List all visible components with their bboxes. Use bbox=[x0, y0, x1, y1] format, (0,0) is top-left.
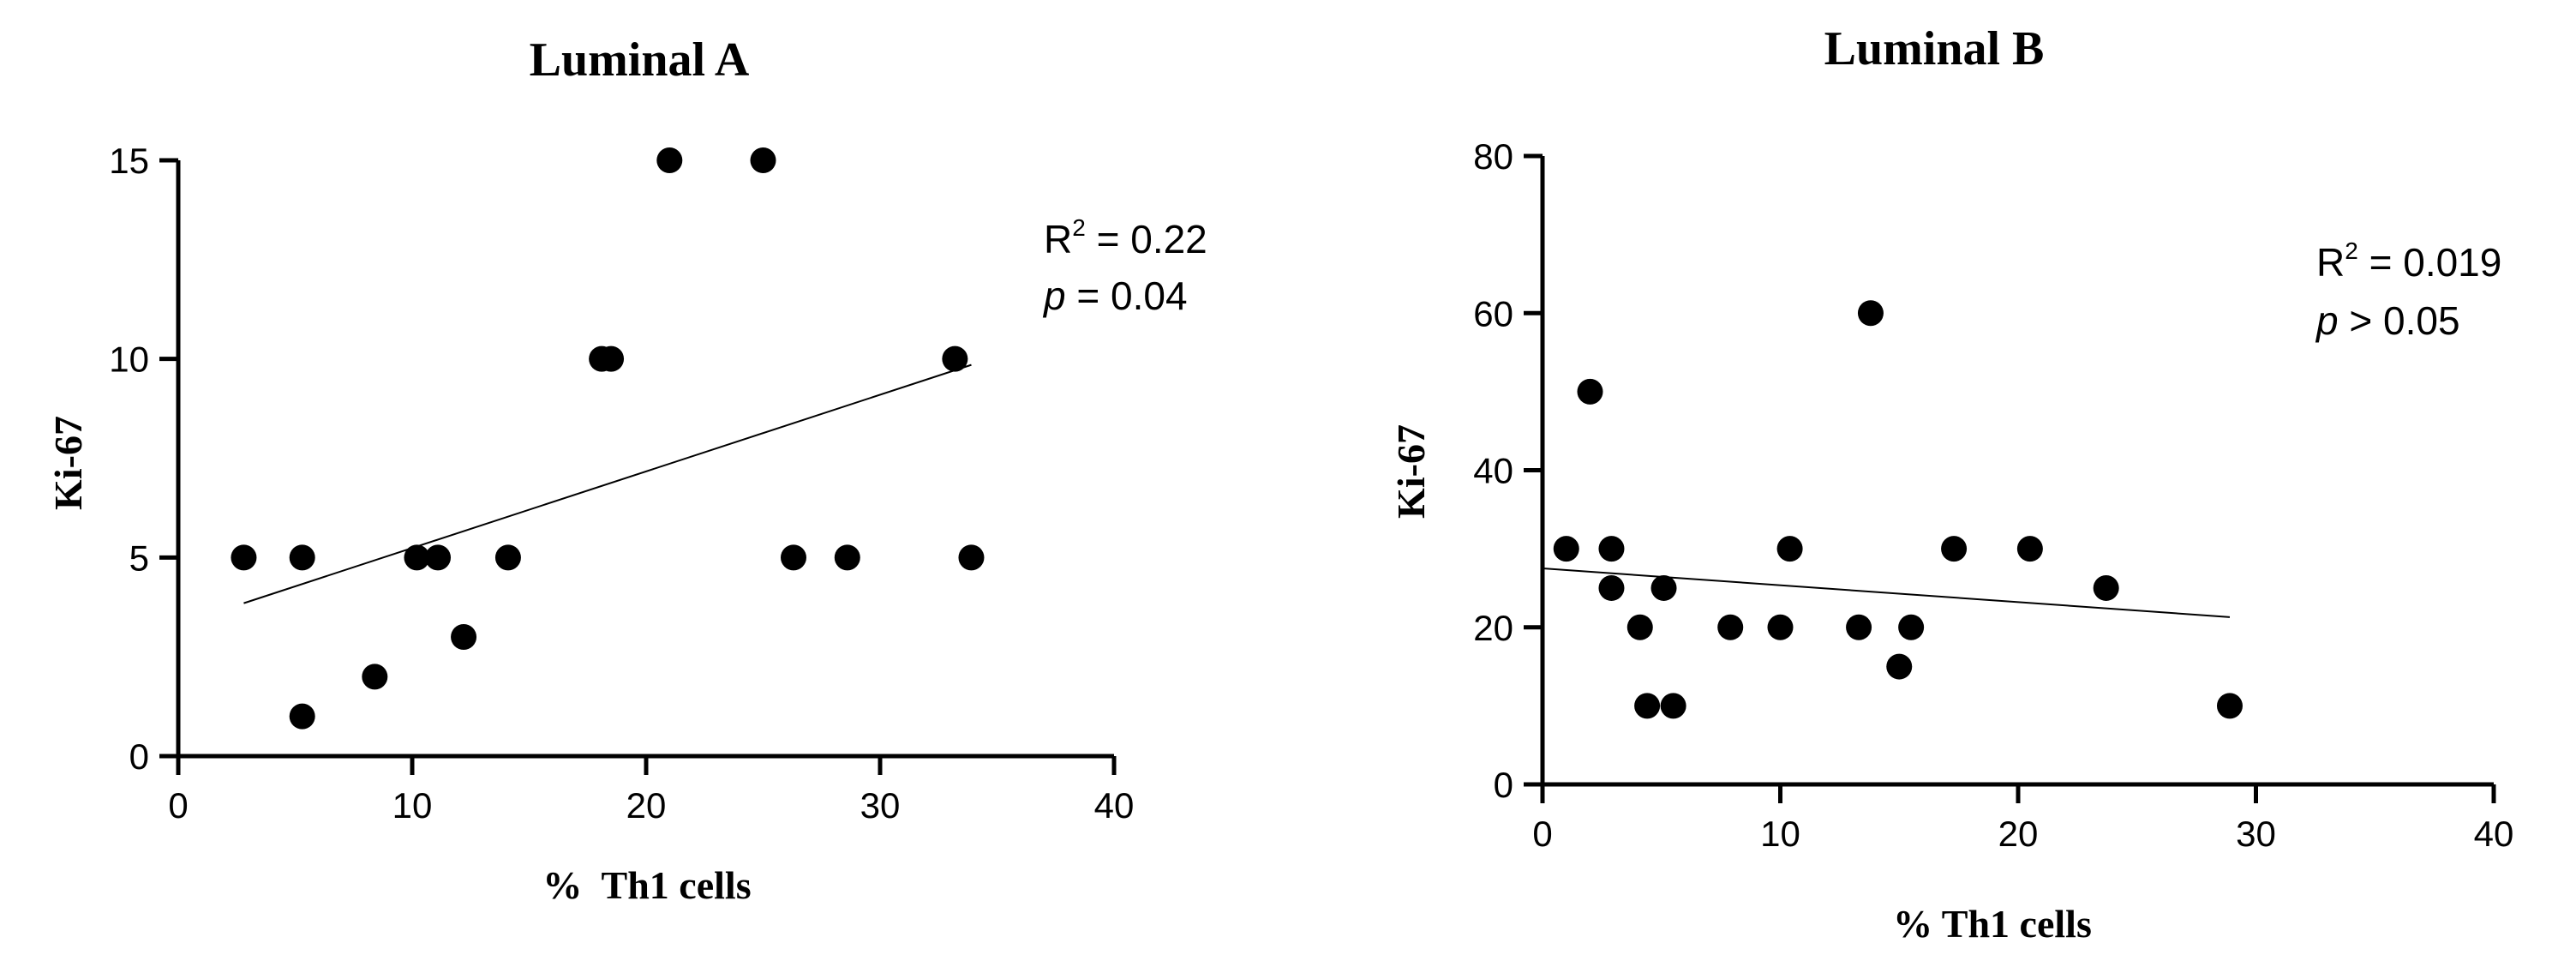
x-tick-label: 20 bbox=[626, 785, 667, 826]
data-points bbox=[231, 147, 985, 730]
y-tick-label: 40 bbox=[1473, 451, 1513, 491]
y-axis-label: Ki-67 bbox=[1389, 424, 1433, 519]
y-tick-label: 60 bbox=[1473, 293, 1513, 333]
data-point bbox=[289, 544, 315, 571]
data-point bbox=[2093, 574, 2119, 601]
data-point bbox=[231, 544, 257, 571]
data-point bbox=[1941, 536, 1968, 562]
r-squared-annotation: R2 = 0.22 bbox=[1044, 214, 1207, 261]
chart-luminal-a: Luminal A Ki-67 % Th1 cells R2 = 0.22 p … bbox=[46, 33, 1207, 907]
y-tick-label: 80 bbox=[1473, 136, 1513, 177]
axes: 0 10 20 30 40 0 20 40 60 80 bbox=[1473, 136, 2513, 854]
data-point bbox=[289, 703, 315, 730]
regression-line bbox=[243, 363, 972, 604]
data-point bbox=[404, 544, 430, 571]
regression-line bbox=[1542, 568, 2231, 618]
x-axis-label: % Th1 cells bbox=[1893, 902, 2092, 946]
data-point bbox=[1626, 614, 1653, 640]
data-point bbox=[750, 147, 776, 173]
data-point bbox=[425, 544, 452, 571]
axes: 0 10 20 30 40 0 5 10 15 bbox=[109, 141, 1134, 826]
data-point bbox=[1650, 574, 1677, 601]
data-point bbox=[1846, 614, 1872, 640]
y-tick-label: 0 bbox=[1494, 765, 1513, 805]
r-squared-annotation: R2 = 0.019 bbox=[2316, 237, 2501, 285]
data-point bbox=[2216, 693, 2243, 719]
x-tick-label: 30 bbox=[860, 785, 901, 826]
x-tick-label: 40 bbox=[1094, 785, 1135, 826]
y-tick-label: 10 bbox=[109, 339, 149, 380]
x-tick-label: 40 bbox=[2474, 814, 2514, 854]
data-point bbox=[780, 544, 806, 571]
data-point bbox=[1898, 614, 1925, 640]
y-axis-label: Ki-67 bbox=[46, 416, 90, 510]
chart-title: Luminal A bbox=[530, 33, 750, 87]
data-point bbox=[1598, 536, 1625, 562]
x-tick-label: 10 bbox=[1760, 814, 1800, 854]
chart-luminal-b: Luminal B Ki-67 % Th1 cells R2 = 0.019 p… bbox=[1389, 22, 2513, 946]
data-point bbox=[1886, 653, 1913, 680]
data-point bbox=[1717, 614, 1744, 640]
y-tick-label: 5 bbox=[129, 538, 149, 578]
x-axis-label: % Th1 cells bbox=[542, 863, 751, 907]
data-point bbox=[2016, 536, 2043, 562]
x-tick-label: 0 bbox=[168, 785, 188, 826]
y-tick-label: 0 bbox=[129, 736, 149, 777]
data-point bbox=[598, 345, 625, 372]
p-value-annotation: p = 0.04 bbox=[1042, 273, 1188, 318]
x-tick-label: 10 bbox=[392, 785, 433, 826]
x-tick-label: 30 bbox=[2236, 814, 2276, 854]
data-point bbox=[1767, 614, 1794, 640]
p-value-annotation: p > 0.05 bbox=[2315, 298, 2460, 343]
data-point bbox=[942, 345, 968, 372]
x-tick-label: 20 bbox=[1998, 814, 2039, 854]
data-point bbox=[1577, 378, 1603, 405]
data-point bbox=[362, 664, 388, 690]
data-point bbox=[656, 147, 683, 173]
data-point bbox=[1857, 300, 1884, 327]
data-point bbox=[1553, 536, 1579, 562]
data-point bbox=[1660, 693, 1686, 719]
data-point bbox=[958, 544, 985, 571]
data-point bbox=[1776, 536, 1803, 562]
chart-title: Luminal B bbox=[1824, 22, 2045, 75]
data-point bbox=[451, 624, 477, 650]
y-tick-label: 15 bbox=[109, 141, 149, 181]
data-points bbox=[1542, 300, 2243, 719]
y-tick-label: 20 bbox=[1473, 608, 1513, 648]
x-tick-label: 0 bbox=[1532, 814, 1552, 854]
data-point bbox=[1598, 574, 1625, 601]
data-point bbox=[834, 544, 860, 571]
data-point bbox=[494, 544, 521, 571]
data-point bbox=[1634, 693, 1661, 719]
